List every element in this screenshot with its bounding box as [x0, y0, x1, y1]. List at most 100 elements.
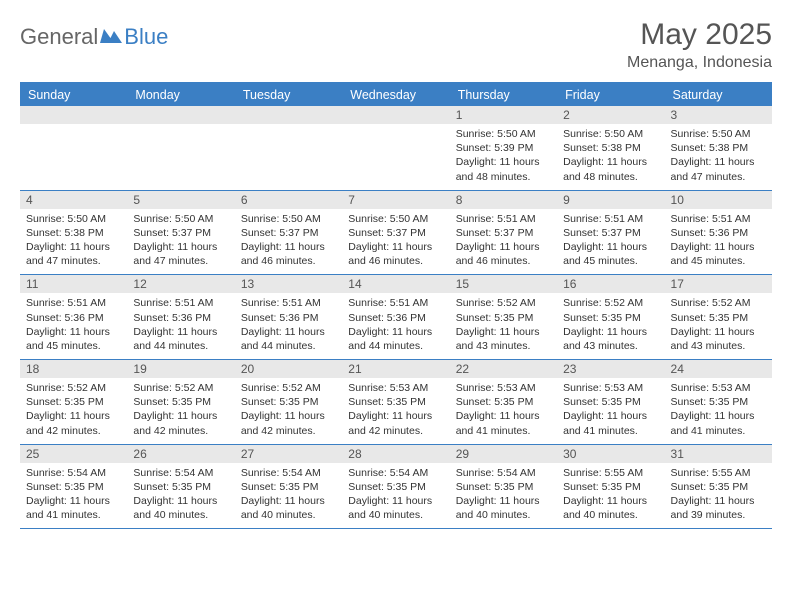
daylight-text: Daylight: 11 hours and 41 minutes. — [671, 409, 766, 437]
day-info: Sunrise: 5:52 AMSunset: 5:35 PMDaylight:… — [557, 293, 664, 359]
sunrise-text: Sunrise: 5:52 AM — [671, 296, 766, 310]
sunrise-text: Sunrise: 5:51 AM — [348, 296, 443, 310]
sunrise-text: Sunrise: 5:51 AM — [133, 296, 228, 310]
day-info: Sunrise: 5:50 AMSunset: 5:38 PMDaylight:… — [557, 124, 664, 190]
day-info: Sunrise: 5:53 AMSunset: 5:35 PMDaylight:… — [342, 378, 449, 444]
sunset-text: Sunset: 5:36 PM — [26, 311, 121, 325]
day-info: Sunrise: 5:50 AMSunset: 5:37 PMDaylight:… — [235, 209, 342, 275]
day-info: Sunrise: 5:55 AMSunset: 5:35 PMDaylight:… — [557, 463, 664, 529]
daylight-text: Daylight: 11 hours and 44 minutes. — [241, 325, 336, 353]
daylight-text: Daylight: 11 hours and 43 minutes. — [456, 325, 551, 353]
calendar-cell: 31Sunrise: 5:55 AMSunset: 5:35 PMDayligh… — [665, 444, 772, 529]
calendar-cell: 19Sunrise: 5:52 AMSunset: 5:35 PMDayligh… — [127, 360, 234, 445]
calendar-cell: 5 Sunrise: 5:50 AMSunset: 5:37 PMDaylight… — [127, 190, 234, 275]
day-number — [342, 106, 449, 124]
sunset-text: Sunset: 5:37 PM — [133, 226, 228, 240]
day-info: Sunrise: 5:50 AMSunset: 5:38 PMDaylight:… — [665, 124, 772, 190]
sunset-text: Sunset: 5:35 PM — [671, 311, 766, 325]
sunrise-text: Sunrise: 5:50 AM — [133, 212, 228, 226]
day-info: Sunrise: 5:53 AMSunset: 5:35 PMDaylight:… — [557, 378, 664, 444]
sunrise-text: Sunrise: 5:50 AM — [671, 127, 766, 141]
day-number: 8 — [450, 191, 557, 209]
daylight-text: Daylight: 11 hours and 41 minutes. — [563, 409, 658, 437]
calendar-row: 4Sunrise: 5:50 AMSunset: 5:38 PMDaylight… — [20, 190, 772, 275]
daylight-text: Daylight: 11 hours and 41 minutes. — [26, 494, 121, 522]
sunrise-text: Sunrise: 5:50 AM — [241, 212, 336, 226]
daylight-text: Daylight: 11 hours and 46 minutes. — [348, 240, 443, 268]
sunrise-text: Sunrise: 5:54 AM — [456, 466, 551, 480]
day-number: 5 — [127, 191, 234, 209]
day-number: 4 — [20, 191, 127, 209]
page-title: May 2025 — [627, 18, 772, 52]
sunrise-text: Sunrise: 5:51 AM — [456, 212, 551, 226]
day-number: 1 — [450, 106, 557, 124]
calendar-cell: 1Sunrise: 5:50 AMSunset: 5:39 PMDaylight… — [450, 106, 557, 190]
calendar-cell: 21Sunrise: 5:53 AMSunset: 5:35 PMDayligh… — [342, 360, 449, 445]
sunrise-text: Sunrise: 5:52 AM — [133, 381, 228, 395]
day-header: Wednesday — [342, 83, 449, 106]
calendar-cell: 22Sunrise: 5:53 AMSunset: 5:35 PMDayligh… — [450, 360, 557, 445]
sunset-text: Sunset: 5:35 PM — [563, 311, 658, 325]
sunset-text: Sunset: 5:35 PM — [26, 395, 121, 409]
daylight-text: Daylight: 11 hours and 43 minutes. — [563, 325, 658, 353]
day-header: Saturday — [665, 83, 772, 106]
sunset-text: Sunset: 5:35 PM — [348, 480, 443, 494]
sunset-text: Sunset: 5:35 PM — [241, 395, 336, 409]
day-number: 10 — [665, 191, 772, 209]
day-header: Friday — [557, 83, 664, 106]
day-number: 3 — [665, 106, 772, 124]
sunrise-text: Sunrise: 5:53 AM — [563, 381, 658, 395]
sunrise-text: Sunrise: 5:51 AM — [241, 296, 336, 310]
title-block: May 2025 Menanga, Indonesia — [627, 18, 772, 72]
daylight-text: Daylight: 11 hours and 40 minutes. — [563, 494, 658, 522]
day-number: 23 — [557, 360, 664, 378]
day-number: 25 — [20, 445, 127, 463]
daylight-text: Daylight: 11 hours and 45 minutes. — [26, 325, 121, 353]
day-info: Sunrise: 5:53 AMSunset: 5:35 PMDaylight:… — [450, 378, 557, 444]
sunset-text: Sunset: 5:35 PM — [671, 395, 766, 409]
day-number: 11 — [20, 275, 127, 293]
calendar-cell: 12Sunrise: 5:51 AMSunset: 5:36 PMDayligh… — [127, 275, 234, 360]
daylight-text: Daylight: 11 hours and 42 minutes. — [241, 409, 336, 437]
calendar-cell: 25Sunrise: 5:54 AMSunset: 5:35 PMDayligh… — [20, 444, 127, 529]
calendar-row: 25Sunrise: 5:54 AMSunset: 5:35 PMDayligh… — [20, 444, 772, 529]
sunset-text: Sunset: 5:39 PM — [456, 141, 551, 155]
calendar-cell: 13Sunrise: 5:51 AMSunset: 5:36 PMDayligh… — [235, 275, 342, 360]
calendar-cell: 15Sunrise: 5:52 AMSunset: 5:35 PMDayligh… — [450, 275, 557, 360]
day-info: Sunrise: 5:52 AMSunset: 5:35 PMDaylight:… — [235, 378, 342, 444]
day-info: Sunrise: 5:54 AMSunset: 5:35 PMDaylight:… — [342, 463, 449, 529]
sunrise-text: Sunrise: 5:50 AM — [348, 212, 443, 226]
daylight-text: Daylight: 11 hours and 47 minutes. — [133, 240, 228, 268]
day-info: Sunrise: 5:54 AMSunset: 5:35 PMDaylight:… — [127, 463, 234, 529]
calendar-cell: 30Sunrise: 5:55 AMSunset: 5:35 PMDayligh… — [557, 444, 664, 529]
day-info: Sunrise: 5:52 AMSunset: 5:35 PMDaylight:… — [450, 293, 557, 359]
sunset-text: Sunset: 5:35 PM — [133, 480, 228, 494]
day-info — [235, 124, 342, 190]
calendar-cell: 6Sunrise: 5:50 AMSunset: 5:37 PMDaylight… — [235, 190, 342, 275]
sunset-text: Sunset: 5:37 PM — [348, 226, 443, 240]
day-number — [20, 106, 127, 124]
sunrise-text: Sunrise: 5:55 AM — [671, 466, 766, 480]
day-info: Sunrise: 5:51 AMSunset: 5:36 PMDaylight:… — [20, 293, 127, 359]
calendar-cell — [20, 106, 127, 190]
calendar-cell: 9Sunrise: 5:51 AMSunset: 5:37 PMDaylight… — [557, 190, 664, 275]
sunset-text: Sunset: 5:37 PM — [241, 226, 336, 240]
day-header: Monday — [127, 83, 234, 106]
daylight-text: Daylight: 11 hours and 47 minutes. — [26, 240, 121, 268]
day-number: 16 — [557, 275, 664, 293]
day-number: 15 — [450, 275, 557, 293]
sunset-text: Sunset: 5:36 PM — [133, 311, 228, 325]
day-number: 24 — [665, 360, 772, 378]
calendar-cell: 3Sunrise: 5:50 AMSunset: 5:38 PMDaylight… — [665, 106, 772, 190]
sunset-text: Sunset: 5:35 PM — [671, 480, 766, 494]
sunrise-text: Sunrise: 5:52 AM — [563, 296, 658, 310]
logo-text-blue: Blue — [124, 24, 168, 50]
sunrise-text: Sunrise: 5:52 AM — [241, 381, 336, 395]
calendar-cell: 4Sunrise: 5:50 AMSunset: 5:38 PMDaylight… — [20, 190, 127, 275]
daylight-text: Daylight: 11 hours and 40 minutes. — [133, 494, 228, 522]
calendar-row: 1Sunrise: 5:50 AMSunset: 5:39 PMDaylight… — [20, 106, 772, 190]
day-number: 22 — [450, 360, 557, 378]
daylight-text: Daylight: 11 hours and 42 minutes. — [348, 409, 443, 437]
sunset-text: Sunset: 5:38 PM — [563, 141, 658, 155]
sunrise-text: Sunrise: 5:52 AM — [456, 296, 551, 310]
